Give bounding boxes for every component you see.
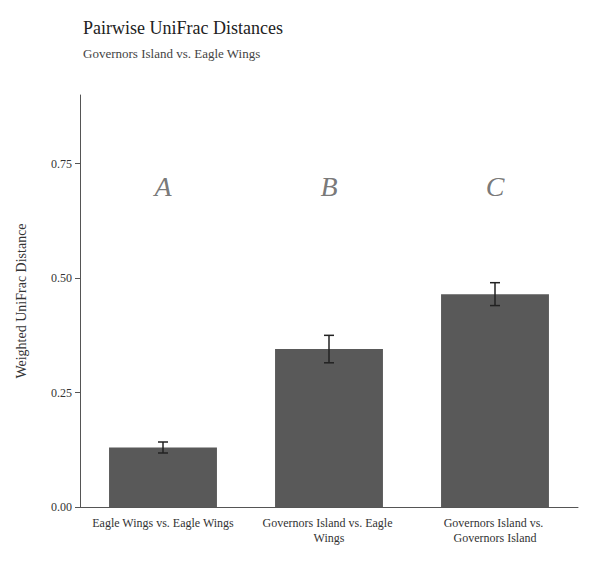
svg-text:Governors Island vs.: Governors Island vs. [444,516,547,530]
svg-text:0.25: 0.25 [51,386,72,400]
svg-text:Eagle Wings vs. Eagle Wings: Eagle Wings vs. Eagle Wings [92,516,234,530]
svg-text:Weighted UniFrac Distance: Weighted UniFrac Distance [14,223,29,378]
svg-text:Governors Island vs. Eagle: Governors Island vs. Eagle [263,516,396,530]
svg-text:0.75: 0.75 [51,157,72,171]
svg-text:B: B [320,171,337,202]
svg-text:A: A [152,171,172,202]
svg-text:C: C [486,171,505,202]
svg-text:0.00: 0.00 [51,500,72,514]
svg-text:Governors Island vs. Eagle Win: Governors Island vs. Eagle Wings [83,46,260,61]
svg-text:Wings: Wings [314,531,345,545]
svg-text:0.50: 0.50 [51,271,72,285]
svg-text:Pairwise UniFrac Distances: Pairwise UniFrac Distances [83,18,283,38]
svg-text:Governors Island: Governors Island [454,531,537,545]
